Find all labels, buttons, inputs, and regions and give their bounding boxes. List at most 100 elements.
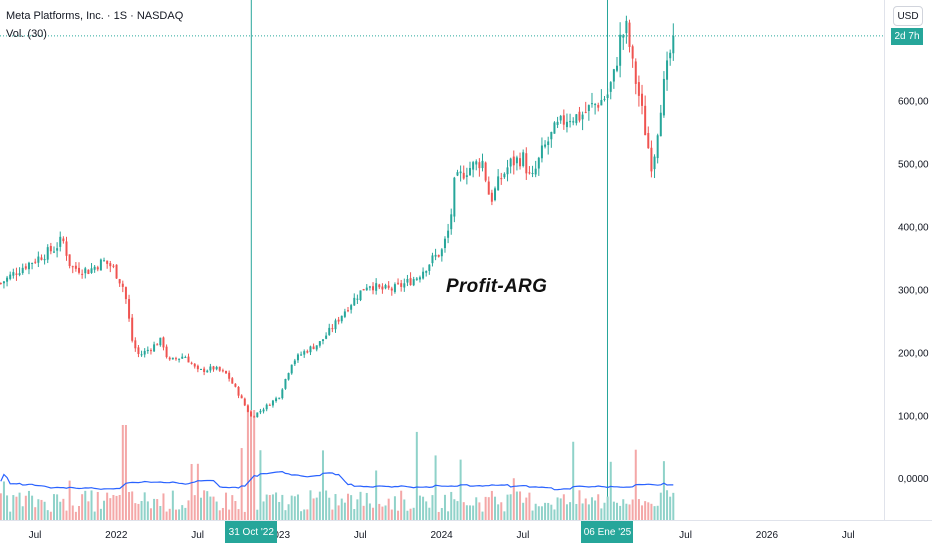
candle-body — [81, 273, 84, 275]
candle-body — [406, 278, 409, 283]
volume-bar — [353, 509, 356, 520]
volume-bar — [487, 497, 490, 520]
candle-body — [2, 281, 5, 284]
candle-body — [472, 162, 475, 170]
candle-body — [259, 410, 262, 413]
candle-body — [465, 175, 468, 177]
candle-body — [443, 238, 446, 249]
volume-bar — [522, 502, 525, 520]
volume-bar — [403, 499, 406, 520]
candle-body — [256, 412, 259, 418]
price-tick-label: 100,00 — [898, 411, 929, 422]
candle-body — [606, 94, 609, 98]
candle-body — [353, 297, 356, 306]
candle-body — [193, 363, 196, 367]
volume-bar — [171, 490, 174, 520]
candle-body — [206, 370, 209, 373]
candle-body — [647, 133, 650, 149]
candle-body — [512, 156, 515, 166]
candle-body — [450, 214, 453, 230]
candle-body — [672, 35, 675, 54]
volume-bar — [81, 494, 84, 520]
candle-body — [525, 153, 528, 174]
candle-body — [71, 266, 74, 268]
candle-body — [99, 259, 102, 271]
volume-bar — [68, 480, 71, 520]
volume-bar — [672, 492, 675, 520]
candle-body — [662, 78, 665, 116]
candle-body — [203, 368, 206, 372]
candle-body — [46, 247, 49, 260]
volume-bar — [531, 510, 534, 520]
volume-bar — [109, 498, 112, 520]
volume-bar — [287, 504, 290, 520]
candle-body — [134, 340, 137, 349]
candle-body — [275, 398, 278, 402]
volume-bar — [666, 490, 669, 520]
candle-body — [547, 141, 550, 146]
candle-body — [174, 358, 177, 360]
volume-bar — [96, 491, 99, 520]
candle-body — [218, 366, 221, 371]
volume-bar — [306, 509, 309, 520]
volume-bar — [62, 498, 65, 520]
volume-bar — [221, 507, 224, 520]
volume-bar — [562, 494, 565, 520]
candle-body — [368, 286, 371, 288]
candle-body — [347, 310, 350, 312]
volume-bar — [234, 501, 237, 520]
volume-bar — [459, 459, 462, 520]
volume-bar — [500, 502, 503, 520]
candle-body — [96, 267, 99, 270]
volume-bar — [569, 502, 572, 520]
volume-bar — [409, 508, 412, 520]
candle-body — [572, 121, 575, 123]
candle-body — [397, 282, 400, 284]
candle-body — [578, 111, 581, 121]
time-tick-label: Jul — [29, 530, 42, 541]
candle-body — [49, 245, 52, 252]
volume-bar — [515, 491, 518, 520]
volume-bar — [168, 508, 171, 520]
volume-bar — [209, 496, 212, 520]
volume-bar — [481, 511, 484, 520]
volume-bar — [140, 500, 143, 520]
volume-bar — [134, 503, 137, 520]
currency-button[interactable]: USD — [893, 6, 923, 26]
candle-body — [609, 82, 612, 92]
volume-indicator-label[interactable]: Vol. (30) — [6, 28, 47, 40]
candle-body — [306, 351, 309, 353]
candle-body — [556, 121, 559, 125]
candle-body — [616, 65, 619, 71]
volume-bar — [628, 504, 631, 520]
volume-bar — [52, 494, 55, 520]
volume-bar — [365, 492, 368, 520]
candle-body — [484, 162, 487, 181]
candle-body — [262, 409, 265, 412]
volume-bar — [15, 496, 18, 520]
volume-bar — [637, 499, 640, 520]
volume-bar — [153, 498, 156, 520]
volume-bar — [497, 504, 500, 520]
volume-bar — [325, 490, 328, 520]
volume-bar — [434, 455, 437, 520]
candle-body — [453, 177, 456, 217]
volume-bar — [565, 504, 568, 520]
time-tick-label: 2024 — [430, 530, 453, 541]
volume-bar — [397, 510, 400, 520]
volume-bar — [450, 491, 453, 520]
candle-body — [271, 400, 274, 406]
volume-bar — [225, 492, 228, 520]
volume-bar — [137, 503, 140, 520]
volume-bar — [293, 496, 296, 520]
volume-bar — [650, 503, 653, 520]
candle-body — [384, 285, 387, 289]
volume-bar — [37, 499, 40, 520]
volume-bar — [631, 499, 634, 520]
candle-body — [372, 286, 375, 291]
candle-body — [281, 389, 284, 399]
volume-bar — [472, 505, 475, 520]
volume-bar — [271, 494, 274, 520]
